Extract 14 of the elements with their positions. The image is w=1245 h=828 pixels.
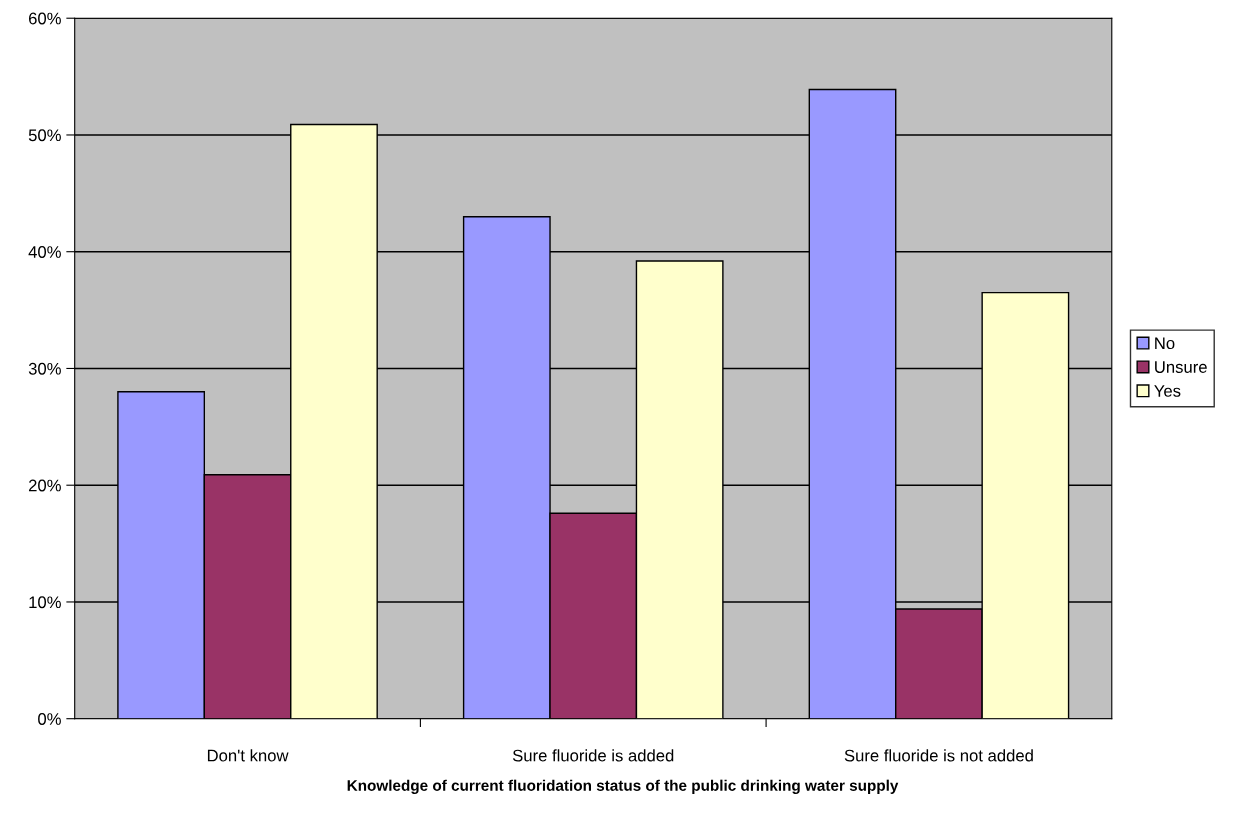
y-tick-label: 50% [28, 129, 61, 142]
y-tick-label: 0% [38, 713, 61, 725]
x-tick-label: Don't know [207, 749, 289, 762]
y-tick-label: 10% [29, 596, 61, 609]
legend-label: Yes [1154, 385, 1181, 397]
y-tick-label: 60% [29, 12, 61, 25]
y-tick-label: 40% [28, 246, 61, 258]
x-axis-title: Knowledge of current fluoridation status of the public drinking water supply [347, 779, 899, 794]
x-tick-label: Sure fluoride is added [512, 749, 674, 762]
y-tick-label: 30% [28, 362, 61, 375]
legend-label: No [1155, 337, 1175, 350]
y-tick-label: 20% [28, 479, 61, 492]
x-tick-label: Sure fluoride is not added [844, 749, 1033, 762]
legend-label: Unsure [1155, 361, 1207, 373]
